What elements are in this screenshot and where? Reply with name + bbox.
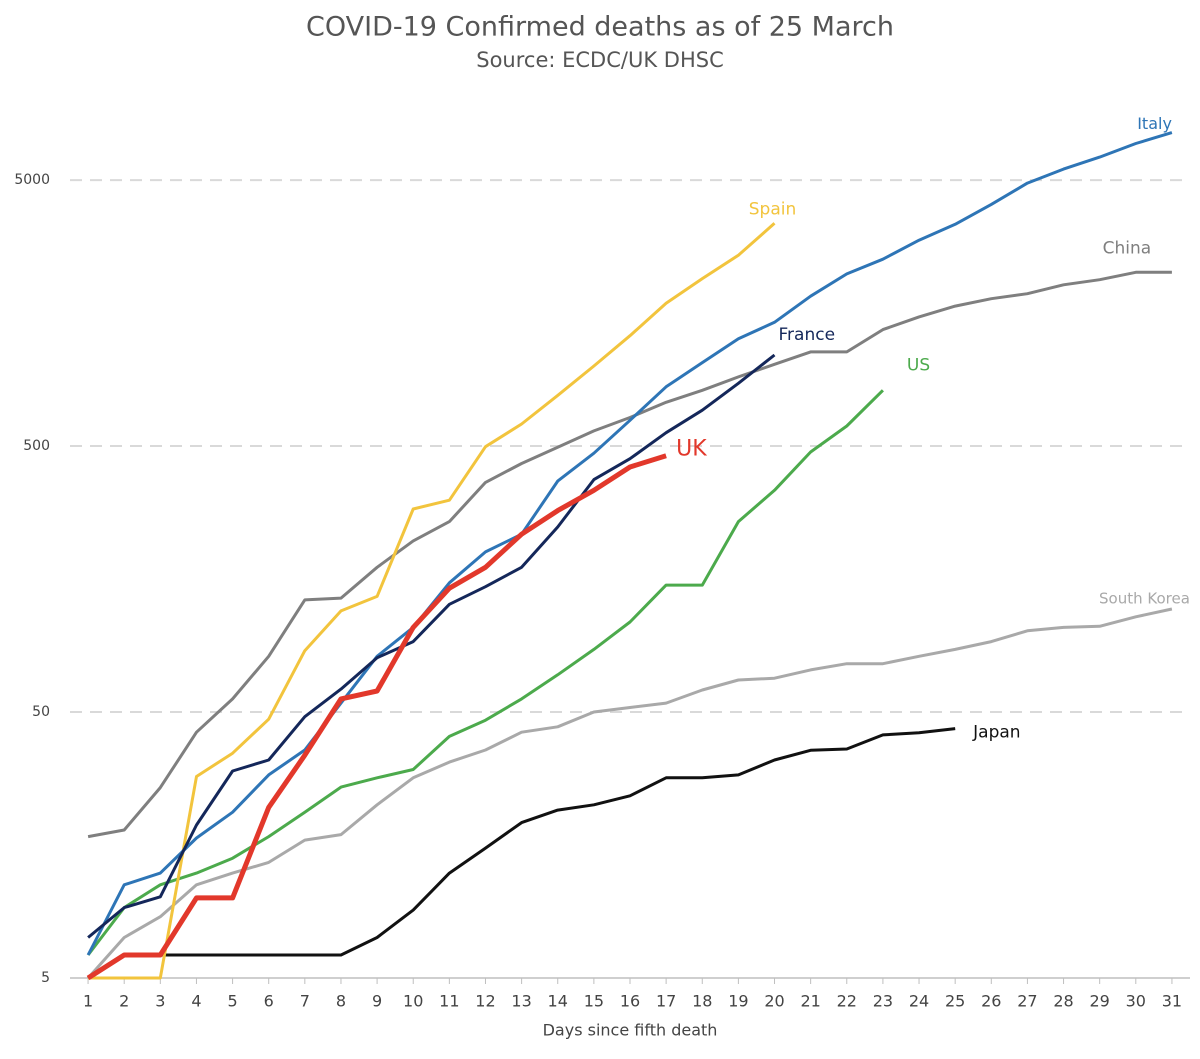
series-line (87, 727, 956, 980)
x-tick-label: 15 (584, 992, 604, 1011)
x-tick-label: 31 (1162, 992, 1182, 1011)
series-line (88, 222, 776, 980)
x-tick-label: 4 (191, 992, 201, 1011)
x-tick-label: 28 (1053, 992, 1073, 1011)
series-line (87, 270, 1172, 839)
series-label: France (779, 325, 836, 345)
series-label: South Korea (1099, 589, 1190, 607)
x-tick-label: 2 (119, 992, 129, 1011)
chart-title: COVID-19 Confirmed deaths as of 25 March (306, 12, 894, 43)
series-label: UK (676, 437, 707, 462)
x-tick-label: 13 (511, 992, 531, 1011)
series-line (86, 389, 884, 956)
y-tick-label: 500 (23, 438, 50, 454)
x-tick-label: 10 (403, 992, 423, 1011)
x-tick-label: 25 (945, 992, 965, 1011)
y-tick-label: 50 (32, 704, 50, 720)
series-line (86, 453, 667, 981)
x-tick-label: 23 (873, 992, 893, 1011)
x-tick-label: 16 (620, 992, 640, 1011)
x-tick-label: 14 (548, 992, 568, 1011)
x-tick-label: 17 (656, 992, 676, 1011)
x-tick-label: 22 (837, 992, 857, 1011)
x-axis-label: Days since fifth death (543, 1021, 718, 1040)
series-label: Japan (972, 723, 1020, 743)
series-label: Spain (749, 199, 797, 219)
x-tick-label: 20 (764, 992, 784, 1011)
x-tick-label: 29 (1089, 992, 1109, 1011)
series-label: China (1103, 238, 1152, 258)
x-tick-label: 11 (439, 992, 459, 1011)
x-tick-label: 9 (372, 992, 382, 1011)
x-tick-label: 21 (800, 992, 820, 1011)
y-tick-label: 5000 (14, 172, 50, 188)
series-line (87, 353, 776, 939)
x-tick-label: 18 (692, 992, 712, 1011)
series-label: US (907, 355, 930, 375)
series-line (86, 607, 1173, 979)
x-tick-label: 30 (1126, 992, 1146, 1011)
x-tick-label: 1 (83, 992, 93, 1011)
x-tick-label: 19 (728, 992, 748, 1011)
x-tick-label: 3 (155, 992, 165, 1011)
x-tick-label: 8 (336, 992, 346, 1011)
x-tick-label: 26 (981, 992, 1001, 1011)
x-tick-label: 24 (909, 992, 929, 1011)
y-tick-label: 5 (41, 970, 50, 986)
x-tick-label: 5 (227, 992, 237, 1011)
x-tick-label: 7 (300, 992, 310, 1011)
x-tick-label: 27 (1017, 992, 1037, 1011)
x-tick-label: 12 (475, 992, 495, 1011)
series-line (86, 131, 1173, 956)
chart-subtitle: Source: ECDC/UK DHSC (476, 48, 724, 72)
x-tick-label: 6 (264, 992, 274, 1011)
series-label: Italy (1137, 114, 1172, 133)
